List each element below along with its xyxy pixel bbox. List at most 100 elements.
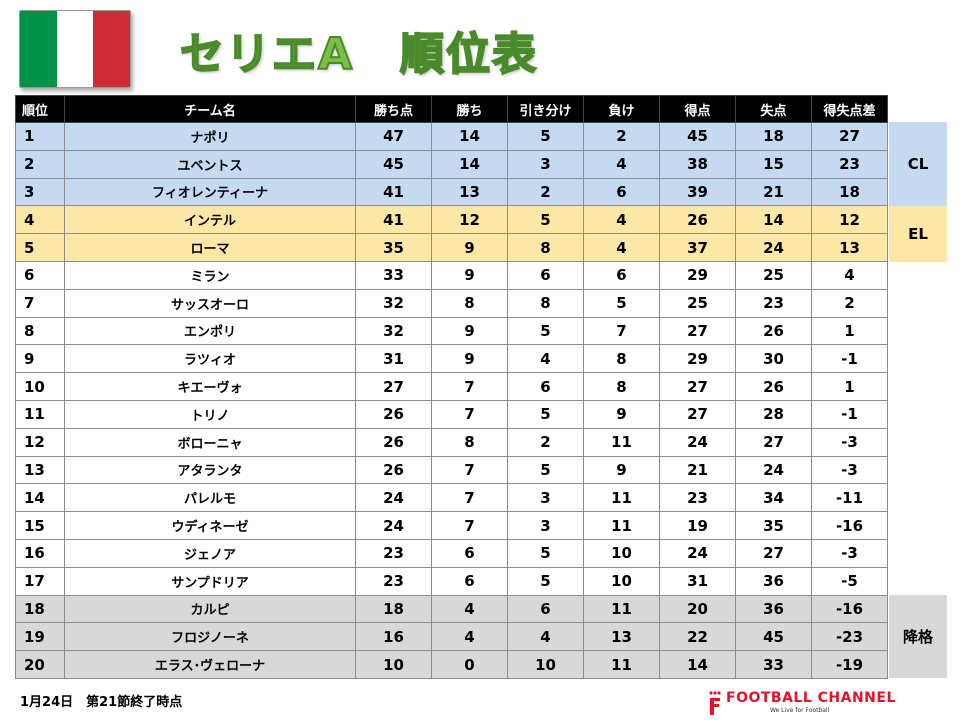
table-row: 10 キエーヴォ 27 7 6 8 27 26 1	[15, 372, 888, 401]
rank-cell: 11	[15, 399, 65, 429]
wins-cell: 9	[431, 233, 508, 262]
rank-cell: 2	[15, 149, 65, 179]
rank-cell: 4	[15, 205, 65, 235]
table-row: 14 パレルモ 24 7 3 11 23 34 -11	[15, 483, 888, 513]
table-row: 11 トリノ 26 7 5 9 27 28 -1	[15, 399, 888, 429]
points-cell: 41	[355, 177, 432, 207]
goals-against-cell: 36	[735, 594, 812, 624]
wins-cell: 12	[431, 205, 508, 235]
points-cell: 24	[355, 511, 432, 540]
draws-cell: 4	[507, 622, 584, 652]
table-row: 9 ラツィオ 31 9 4 8 29 30 -1	[15, 344, 888, 374]
goals-for-cell: 29	[659, 344, 736, 374]
standings-table: 順位 チーム名 勝ち点 勝ち 引き分け 負け 得点 失点 得失点差 1 ナポリ 47…	[15, 95, 888, 679]
draws-cell: 10	[507, 650, 584, 679]
goal-difference-cell: 1	[811, 316, 888, 346]
goal-difference-cell: -3	[811, 538, 888, 568]
goal-difference-cell: -3	[811, 455, 888, 485]
flag-red-stripe	[93, 11, 130, 87]
points-cell: 16	[355, 622, 432, 652]
draws-cell: 4	[507, 344, 584, 374]
losses-cell: 11	[583, 427, 660, 457]
wins-cell: 7	[431, 511, 508, 540]
goal-difference-cell: 23	[811, 149, 888, 179]
header-losses: 負け	[583, 95, 660, 123]
wins-cell: 6	[431, 538, 508, 568]
team-name-cell: ミラン	[64, 260, 356, 290]
header-draws: 引き分け	[507, 95, 584, 123]
points-cell: 32	[355, 288, 432, 318]
wins-cell: 13	[431, 177, 508, 207]
wins-cell: 9	[431, 344, 508, 374]
points-cell: 41	[355, 205, 432, 235]
table-row: 13 アタランタ 26 7 5 9 21 24 -3	[15, 455, 888, 485]
draws-cell: 5	[507, 316, 584, 346]
goal-difference-cell: -5	[811, 566, 888, 596]
goals-against-cell: 18	[735, 122, 812, 151]
matchday-note: 1月24日 第21節終了時点	[20, 695, 183, 710]
goal-difference-cell: -16	[811, 511, 888, 540]
goals-for-cell: 21	[659, 455, 736, 485]
team-name-cell: ユベントス	[64, 149, 356, 179]
team-name-cell: アタランタ	[64, 455, 356, 485]
table-row: 2 ユベントス 45 14 3 4 38 15 23	[15, 149, 888, 179]
goal-difference-cell: 12	[811, 205, 888, 235]
draws-cell: 3	[507, 511, 584, 540]
team-name-cell: ジェノア	[64, 538, 356, 568]
goals-against-cell: 21	[735, 177, 812, 207]
team-name-cell: インテル	[64, 205, 356, 235]
losses-cell: 8	[583, 372, 660, 401]
rank-cell: 12	[15, 427, 65, 457]
goals-for-cell: 23	[659, 483, 736, 513]
wins-cell: 4	[431, 594, 508, 624]
losses-cell: 10	[583, 566, 660, 596]
rank-cell: 7	[15, 288, 65, 318]
wins-cell: 14	[431, 122, 508, 151]
points-cell: 18	[355, 594, 432, 624]
logo-name: FOOTBALL CHANNEL	[726, 690, 896, 706]
wins-cell: 7	[431, 483, 508, 513]
table-header-row: 順位 チーム名 勝ち点 勝ち 引き分け 負け 得点 失点 得失点差	[15, 95, 888, 123]
rank-cell: 14	[15, 483, 65, 513]
rank-cell: 19	[15, 622, 65, 652]
points-cell: 31	[355, 344, 432, 374]
wins-cell: 9	[431, 316, 508, 346]
goal-difference-cell: 2	[811, 288, 888, 318]
goals-against-cell: 34	[735, 483, 812, 513]
losses-cell: 9	[583, 399, 660, 429]
rank-cell: 16	[15, 538, 65, 568]
draws-cell: 5	[507, 122, 584, 151]
zone-label-el: EL	[889, 206, 947, 262]
header-rank: 順位	[15, 95, 65, 123]
header-goal-difference: 得失点差	[811, 95, 888, 123]
goal-difference-cell: -1	[811, 399, 888, 429]
goal-difference-cell: 27	[811, 122, 888, 151]
table-row: 1 ナポリ 47 14 5 2 45 18 27	[15, 122, 888, 151]
team-name-cell: トリノ	[64, 399, 356, 429]
losses-cell: 6	[583, 177, 660, 207]
goal-difference-cell: -3	[811, 427, 888, 457]
team-name-cell: ラツィオ	[64, 344, 356, 374]
losses-cell: 5	[583, 288, 660, 318]
goals-against-cell: 14	[735, 205, 812, 235]
losses-cell: 6	[583, 260, 660, 290]
wins-cell: 6	[431, 566, 508, 596]
rank-cell: 3	[15, 177, 65, 207]
zone-label-cl: CL	[889, 122, 947, 206]
team-name-cell: ナポリ	[64, 122, 356, 151]
goals-for-cell: 14	[659, 650, 736, 679]
goals-for-cell: 27	[659, 316, 736, 346]
goal-difference-cell: 1	[811, 372, 888, 401]
table-row: 12 ボローニャ 26 8 2 11 24 27 -3	[15, 427, 888, 457]
wins-cell: 0	[431, 650, 508, 679]
losses-cell: 4	[583, 149, 660, 179]
draws-cell: 5	[507, 455, 584, 485]
goals-against-cell: 25	[735, 260, 812, 290]
team-name-cell: エラス･ヴェローナ	[64, 650, 356, 679]
table-row: 5 ローマ 35 9 8 4 37 24 13	[15, 233, 888, 262]
header-points: 勝ち点	[355, 95, 432, 123]
goals-against-cell: 23	[735, 288, 812, 318]
rank-cell: 6	[15, 260, 65, 290]
points-cell: 24	[355, 483, 432, 513]
losses-cell: 7	[583, 316, 660, 346]
